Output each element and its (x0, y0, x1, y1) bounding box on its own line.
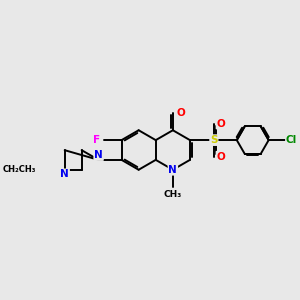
Text: F: F (93, 135, 100, 145)
Text: N: N (169, 165, 177, 175)
Text: S: S (210, 135, 218, 145)
Text: N: N (60, 169, 69, 179)
Text: Cl: Cl (286, 135, 297, 145)
Text: O: O (217, 118, 225, 129)
Text: N: N (94, 150, 103, 160)
Text: CH₃: CH₃ (164, 190, 182, 199)
Text: CH₂CH₃: CH₂CH₃ (3, 165, 36, 174)
Text: O: O (176, 108, 185, 118)
Text: O: O (217, 152, 225, 162)
